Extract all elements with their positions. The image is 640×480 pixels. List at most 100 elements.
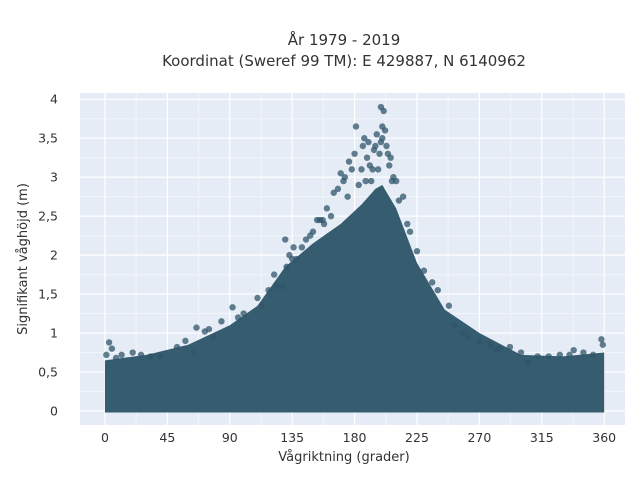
y-tick-label: 0,5 [38,365,58,380]
data-point [387,154,394,161]
data-point [395,197,403,204]
data-point [298,244,306,251]
data-point [598,336,605,343]
data-point [545,353,552,360]
data-point [351,150,358,157]
data-point [445,302,453,309]
chart-title: År 1979 - 2019 [288,30,401,49]
data-point [258,302,265,309]
data-point [334,185,342,193]
chart-subtitle: Koordinat (Sweref 99 TM): E 429887, N 61… [162,52,526,70]
x-tick-label: 90 [222,430,238,445]
dense-point-cloud [104,184,605,413]
data-point [137,351,145,359]
data-point [323,205,331,212]
data-point [234,314,242,321]
data-point [282,236,289,243]
data-point [182,337,189,345]
data-point [108,345,116,352]
y-axis-title: Signifikant våghöjd (m) [16,183,31,335]
y-tick-labels: 0 0,5 1 1,5 2 2,5 3 3,5 4 [38,92,58,419]
data-point [345,158,353,165]
data-point [374,166,382,173]
y-tick-label: 2 [50,248,58,263]
data-point [293,255,300,263]
data-point [429,279,436,286]
y-tick-label: 3 [50,170,58,185]
data-point [240,310,247,317]
data-point [434,286,441,294]
x-tick-labels: 0 45 90 135 180 225 270 315 360 [101,430,616,445]
data-point [589,351,597,359]
data-point [270,271,278,278]
data-point [327,212,335,220]
data-point [524,359,532,366]
x-tick-label: 225 [405,430,429,445]
data-point [309,228,317,235]
data-point [534,353,541,360]
data-point [386,162,393,169]
data-point [209,333,217,341]
data-point [496,345,504,352]
data-point [330,189,337,196]
data-point [348,166,356,173]
data-point [487,341,494,348]
data-point [362,177,369,185]
y-tick-label: 4 [50,92,58,107]
data-point [556,351,564,359]
data-point [229,304,236,311]
data-point [112,354,120,362]
x-tick-label: 180 [343,430,367,445]
data-point [118,351,125,359]
data-point [320,220,328,228]
data-point [369,166,376,173]
data-points [103,103,607,413]
data-point [254,294,261,302]
data-point [129,349,136,356]
data-point [157,353,164,360]
x-tick-label: 270 [467,430,491,445]
data-point [404,220,411,228]
data-point [265,286,272,294]
data-point [205,325,213,333]
y-tick-label: 1,5 [38,287,58,302]
data-point [273,283,281,290]
data-point [459,329,466,337]
data-point [279,283,286,290]
data-point [517,349,525,356]
data-point [358,166,365,173]
data-point [379,135,386,142]
data-point [406,228,414,235]
x-tick-label: 0 [101,430,109,445]
data-point [599,341,607,348]
x-tick-label: 135 [280,430,304,445]
y-tick-label: 2,5 [38,209,58,224]
data-point [341,173,349,181]
x-tick-label: 315 [530,430,554,445]
data-point [372,142,379,150]
data-point [376,150,383,157]
data-point [361,135,368,142]
data-point [344,193,351,200]
x-tick-label: 360 [592,430,616,445]
data-point [103,351,110,359]
data-point [283,263,290,270]
data-point [218,318,225,325]
data-point [352,123,360,130]
data-point [420,267,428,274]
data-point [147,353,154,360]
data-point [580,349,587,356]
data-point [413,248,421,255]
x-axis-title: Vågriktning (grader) [278,450,409,465]
data-point [173,343,181,351]
data-point [373,131,380,138]
data-point [399,193,407,200]
x-tick-label: 45 [159,430,175,445]
data-point [381,127,389,134]
data-point [302,236,310,243]
data-point [190,349,197,356]
data-point [570,346,577,354]
data-point [476,337,483,345]
y-tick-label: 1 [50,326,58,341]
